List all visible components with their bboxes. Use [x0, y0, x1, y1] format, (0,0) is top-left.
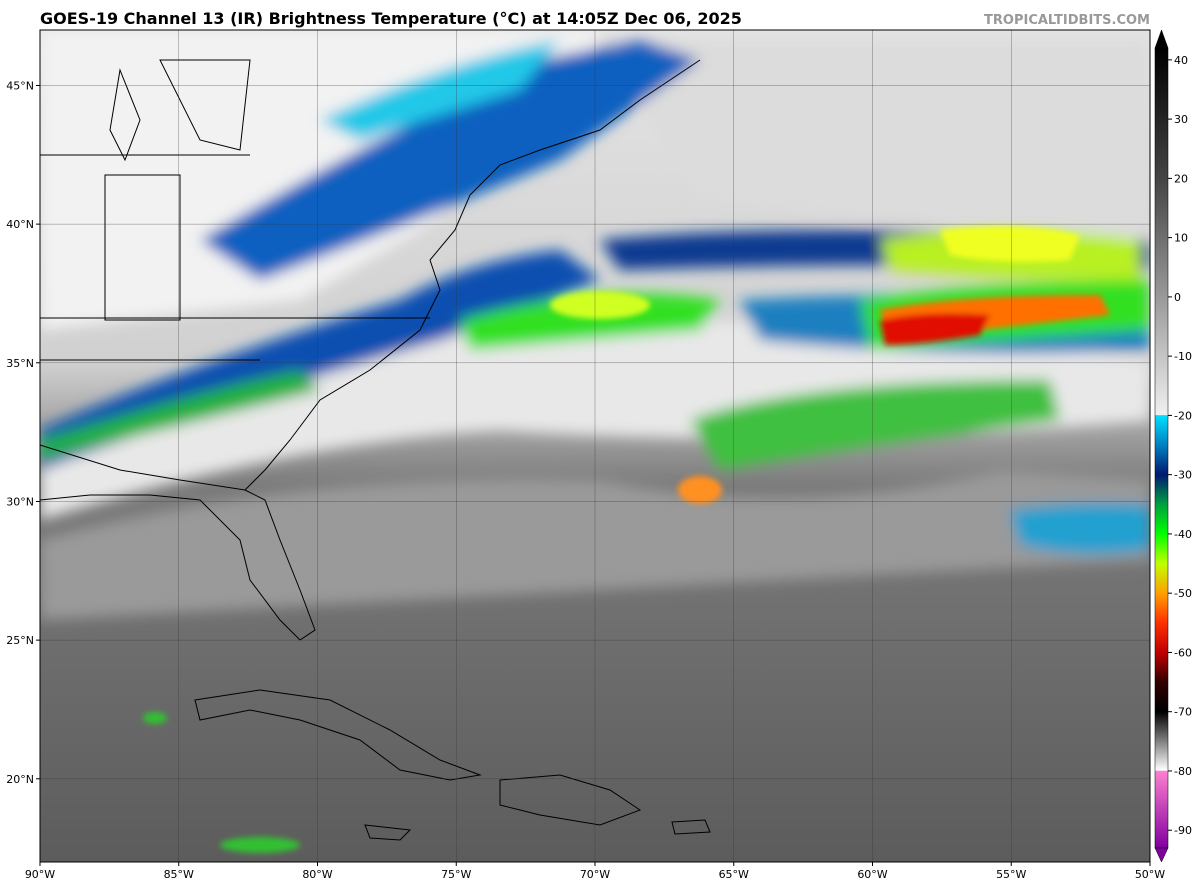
x-tick-label: 75°W: [441, 868, 471, 881]
colorbar-tick-label: 20: [1174, 172, 1188, 185]
x-tick-label: 65°W: [719, 868, 749, 881]
colorbar-tick-label: -70: [1174, 706, 1192, 719]
x-tick-label: 85°W: [164, 868, 194, 881]
colorbar-tick-label: 40: [1174, 54, 1188, 67]
y-tick-label: 40°N: [6, 218, 34, 231]
y-tick-label: 45°N: [6, 79, 34, 92]
colorbar-extend-top: [1154, 29, 1169, 49]
colorbar-tick-label: 0: [1174, 291, 1181, 304]
y-tick-label: 35°N: [6, 357, 34, 370]
colorbar-tick-label: -90: [1174, 824, 1192, 837]
x-tick-label: 90°W: [25, 868, 55, 881]
colorbar-extend-bottom: [1154, 847, 1169, 863]
colorbar-tick-label: -40: [1174, 528, 1192, 541]
x-tick-label: 50°W: [1135, 868, 1165, 881]
x-tick-label: 80°W: [302, 868, 332, 881]
x-tick-label: 55°W: [996, 868, 1026, 881]
colorbar-tick-label: 10: [1174, 232, 1188, 245]
colorbar-tick-label: -30: [1174, 469, 1192, 482]
y-tick-label: 30°N: [6, 495, 34, 508]
title: GOES-19 Channel 13 (IR) Brightness Tempe…: [40, 9, 742, 28]
colorbar-tick-label: -80: [1174, 765, 1192, 778]
map-frame: [39, 29, 1151, 863]
y-tick-label: 20°N: [6, 773, 34, 786]
y-tick-label: 25°N: [6, 634, 34, 647]
x-tick-label: 70°W: [580, 868, 610, 881]
colorbar: 40 30 20 10 0 -10 -20 -30 -40 -50 -60 -70 -80 -90: [1154, 29, 1192, 863]
colorbar-tick-label: -10: [1174, 350, 1192, 363]
colorbar-tick-label: 30: [1174, 113, 1188, 126]
colorbar-tick-label: -20: [1174, 409, 1192, 422]
colorbar-tick-label: -50: [1174, 587, 1192, 600]
x-tick-label: 60°W: [857, 868, 887, 881]
colorbar-tick-label: -60: [1174, 646, 1192, 659]
colorbar-scale: [1154, 47, 1169, 849]
credit: TROPICALTIDBITS.COM: [984, 13, 1150, 28]
